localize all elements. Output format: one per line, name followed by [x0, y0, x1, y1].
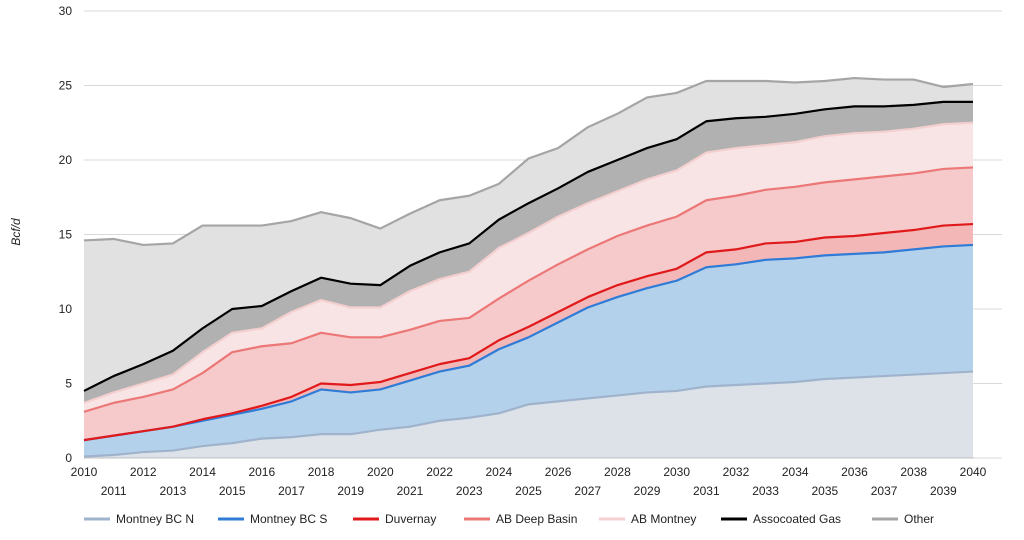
- y-tick-label: 15: [59, 228, 73, 242]
- x-tick-label: 2029: [634, 484, 661, 498]
- legend-item-assocoated-gas: Assocoated Gas: [721, 512, 841, 526]
- axes: 0510152025302010201120122013201420152016…: [59, 4, 987, 498]
- x-tick-label: 2014: [189, 465, 216, 479]
- series-lines: [83, 76, 974, 458]
- line-montney-bc-s: [83, 243, 974, 442]
- x-tick-label: 2024: [486, 465, 513, 479]
- line-montney-bc-n: [83, 370, 974, 458]
- legend-label: Montney BC S: [250, 512, 327, 526]
- area-other: [84, 78, 973, 391]
- y-tick-label: 25: [59, 79, 73, 93]
- x-tick-label: 2018: [308, 465, 335, 479]
- y-tick-label: 5: [65, 377, 72, 391]
- x-tick-label: 2013: [160, 484, 187, 498]
- area-ab-deep-basin: [84, 167, 973, 441]
- legend-item-other: Other: [872, 512, 934, 526]
- x-tick-label: 2017: [278, 484, 305, 498]
- area-montney-bc-s: [84, 244, 973, 457]
- y-tick-label: 10: [59, 302, 73, 316]
- x-tick-label: 2037: [871, 484, 898, 498]
- x-tick-label: 2033: [752, 484, 779, 498]
- line-ab-deep-basin: [83, 166, 974, 413]
- line-assocoated-gas: [83, 100, 973, 392]
- line-ab-montney: [83, 121, 974, 404]
- x-tick-label: 2019: [337, 484, 364, 498]
- x-tick-label: 2030: [663, 465, 690, 479]
- area-assocoated-gas: [84, 101, 973, 403]
- legend-label: Other: [904, 512, 934, 526]
- legend-label: Assocoated Gas: [753, 512, 841, 526]
- legend-label: AB Deep Basin: [496, 512, 577, 526]
- y-tick-label: 20: [59, 153, 73, 167]
- x-tick-label: 2031: [693, 484, 720, 498]
- y-tick-label: 30: [59, 4, 73, 18]
- x-tick-label: 2027: [574, 484, 601, 498]
- x-tick-label: 2025: [515, 484, 542, 498]
- y-tick-label: 0: [65, 451, 72, 465]
- legend-label: AB Montney: [631, 512, 696, 526]
- x-tick-label: 2032: [723, 465, 750, 479]
- legend-item-montney-bc-s: Montney BC S: [218, 512, 327, 526]
- legend-item-ab-montney: AB Montney: [599, 512, 696, 526]
- x-tick-label: 2011: [101, 484, 127, 498]
- area-duvernay: [84, 224, 973, 441]
- x-tick-label: 2036: [841, 465, 868, 479]
- x-tick-label: 2012: [130, 465, 157, 479]
- x-tick-label: 2021: [397, 484, 424, 498]
- x-tick-label: 2016: [248, 465, 275, 479]
- x-tick-label: 2015: [219, 484, 246, 498]
- x-tick-label: 2020: [367, 465, 394, 479]
- legend-item-duvernay: Duvernay: [353, 512, 436, 526]
- line-other: [83, 76, 974, 247]
- legend-item-montney-bc-n: Montney BC N: [84, 512, 194, 526]
- x-tick-label: 2022: [426, 465, 453, 479]
- x-tick-label: 2023: [456, 484, 483, 498]
- x-tick-label: 2026: [545, 465, 572, 479]
- area-ab-montney: [84, 122, 973, 412]
- x-tick-label: 2028: [604, 465, 631, 479]
- line-duvernay: [83, 222, 974, 442]
- legend: Montney BC N Montney BC S Duvernay AB Deep …: [84, 512, 934, 526]
- x-tick-label: 2038: [900, 465, 927, 479]
- x-tick-label: 2035: [811, 484, 838, 498]
- legend-label: Duvernay: [385, 512, 436, 526]
- x-tick-label: 2039: [930, 484, 957, 498]
- x-tick-label: 2034: [782, 465, 809, 479]
- x-tick-label: 2040: [960, 465, 987, 479]
- legend-label: Montney BC N: [116, 512, 194, 526]
- legend-item-ab-deep-basin: AB Deep Basin: [464, 512, 577, 526]
- y-axis-label: Bcf/d: [9, 218, 23, 246]
- x-tick-label: 2010: [71, 465, 98, 479]
